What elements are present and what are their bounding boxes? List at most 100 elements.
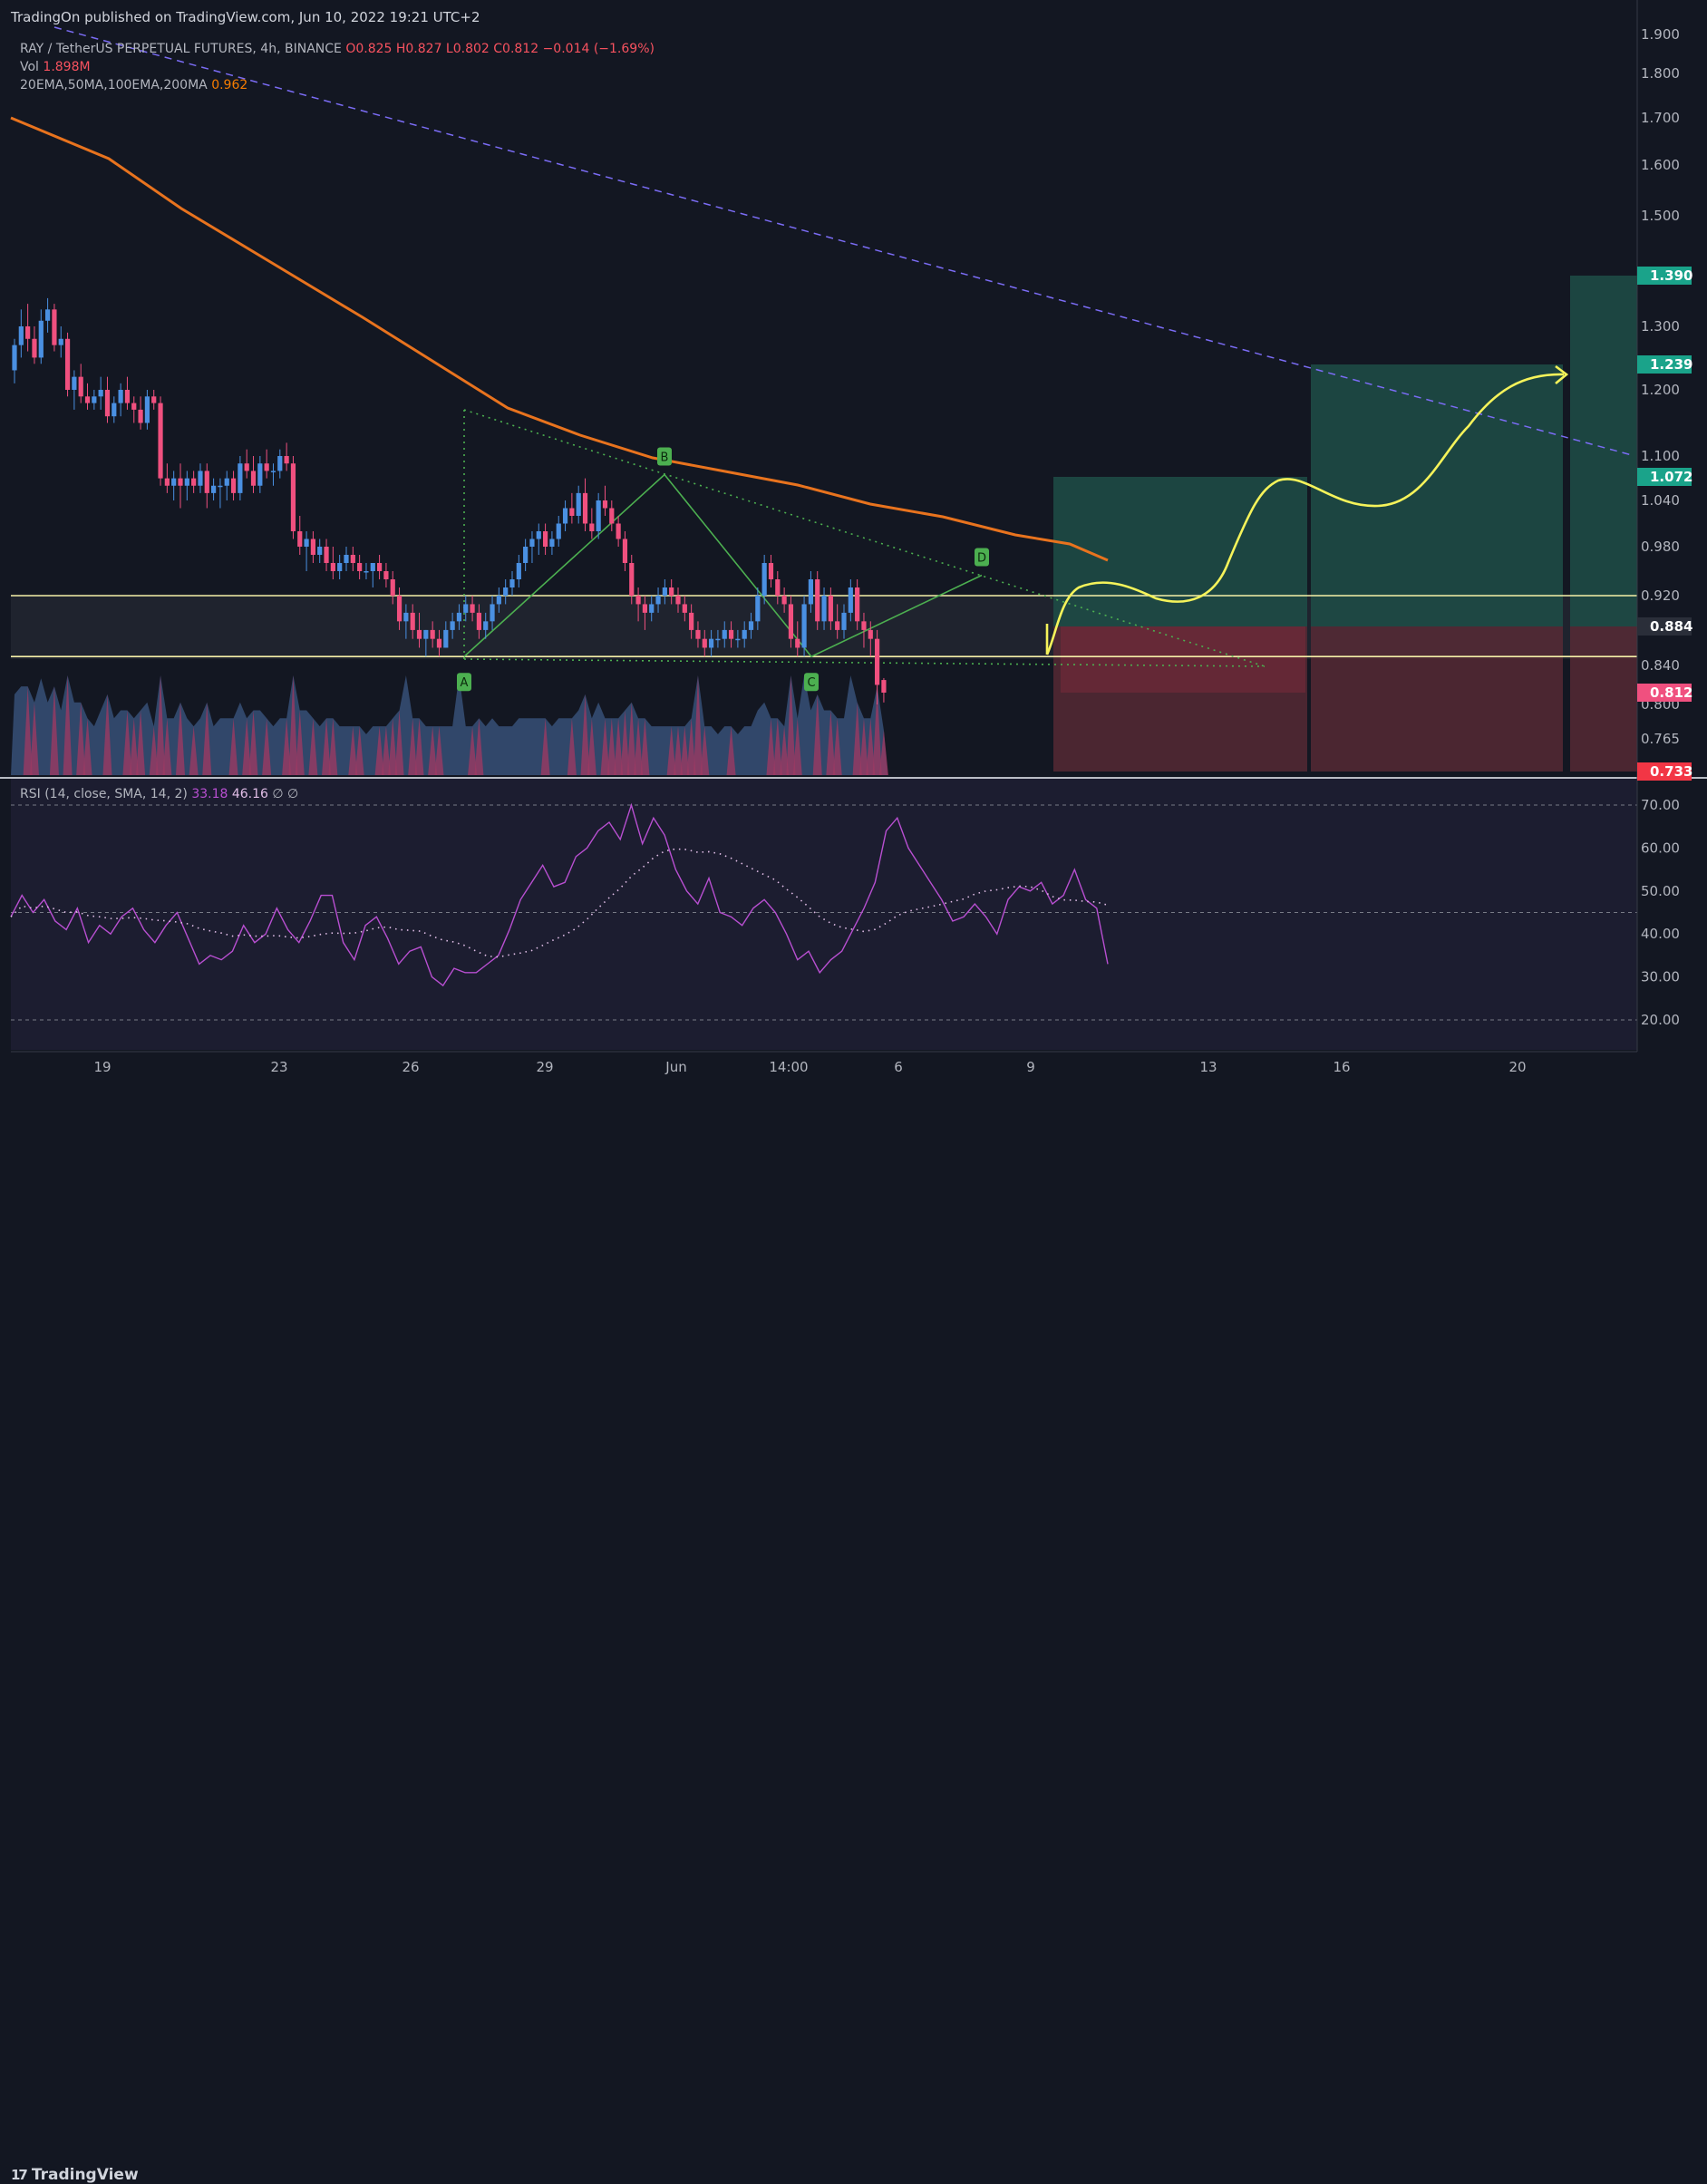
candle-body	[815, 579, 820, 622]
volume-bar	[428, 726, 438, 775]
volume-bar	[354, 726, 364, 775]
candle-body	[596, 500, 601, 531]
ma200-line	[10, 116, 1109, 562]
candle-body	[848, 587, 853, 613]
published-caption: TradingOn published on TradingView.com, …	[11, 9, 480, 25]
candle-body	[516, 563, 521, 579]
pattern-point-a-badge	[457, 673, 471, 692]
price-badge-label: 0.884	[1650, 618, 1692, 635]
volume-bar	[587, 718, 596, 775]
candle-body	[529, 539, 535, 547]
rsi-tick: 70.00	[1641, 797, 1680, 813]
volume-bar	[262, 718, 272, 775]
volume-bar	[666, 726, 676, 775]
rsi-line	[10, 802, 1109, 987]
price-tick: 1.900	[1641, 26, 1680, 43]
volume-bar	[693, 675, 703, 775]
rsi-tick: 60.00	[1641, 840, 1680, 856]
volume-bar	[700, 726, 710, 775]
candle-body	[12, 345, 17, 371]
candle-body	[582, 492, 588, 524]
candle-body	[416, 629, 422, 639]
candle-body	[456, 612, 462, 622]
candle-body	[58, 338, 63, 345]
ma-label[interactable]: 20EMA,50MA,100EMA,200MA	[20, 78, 208, 92]
candle-body	[158, 403, 163, 479]
candle-body	[755, 596, 761, 622]
volume-bar	[540, 718, 550, 775]
candle-body	[503, 587, 509, 596]
time-axis: 19 23 26 29 Jun 14:00 6 9 13 16 20	[11, 1051, 1637, 1075]
candle-body	[576, 492, 581, 516]
price-chart[interactable]: A B C D 1.900 1.800 1.700 1.600 1.500 1.300 1.200…	[0, 0, 1707, 1081]
target-zone-1	[1053, 477, 1307, 626]
volume-bar	[308, 718, 318, 775]
symbol-label[interactable]: RAY / TetherUS PERPETUAL FUTURES, 4h, BI…	[20, 42, 342, 56]
candle-body	[675, 596, 681, 605]
price-badge-last	[1637, 684, 1692, 702]
candle-body	[18, 326, 24, 345]
volume-histogram	[11, 675, 888, 775]
volume-bar	[772, 718, 782, 775]
rsi-label[interactable]: RSI (14, close, SMA, 14, 2)	[20, 787, 188, 801]
rsi-value: 33.18	[191, 787, 228, 801]
volume-bar	[82, 718, 92, 775]
tradingview-logo[interactable]: 17 TradingView	[11, 2166, 139, 2184]
legend-ma-row: 20EMA,50MA,100EMA,200MA 0.962	[20, 76, 655, 94]
price-badge-label: 0.812	[1650, 684, 1692, 701]
price-tick: 1.040	[1641, 492, 1680, 509]
rsi-tick: 40.00	[1641, 926, 1680, 942]
candle-body	[821, 596, 827, 622]
descending-trendline	[53, 26, 1633, 456]
candle-body	[350, 555, 355, 563]
time-tick: 6	[894, 1059, 903, 1075]
candle-body	[370, 563, 375, 571]
volume-bar	[156, 675, 166, 775]
volume-bar	[680, 726, 690, 775]
volume-bar	[388, 718, 398, 775]
candle-body	[84, 396, 91, 403]
rsi-pane	[0, 777, 1707, 1050]
candle-body	[669, 587, 674, 596]
candle-body	[855, 587, 860, 622]
volume-bar	[374, 726, 384, 775]
candle-body	[436, 638, 442, 648]
volume-bar	[474, 718, 484, 775]
volume-bar	[434, 726, 444, 775]
volume-bar	[567, 718, 577, 775]
volume-bar	[766, 718, 776, 775]
tv-logo-icon: 17	[11, 2167, 28, 2183]
volume-bar	[202, 702, 212, 775]
candle-body	[835, 621, 840, 630]
stop-zone-2	[1311, 626, 1563, 772]
candle-body	[45, 309, 51, 321]
candle-body	[556, 523, 561, 539]
rsi-sma-value: 46.16	[231, 787, 268, 801]
volume-label[interactable]: Vol	[20, 60, 39, 74]
volume-bar	[580, 694, 590, 775]
candle-body	[317, 547, 323, 555]
rsi-tick: 50.00	[1641, 883, 1680, 899]
candle-body	[788, 604, 794, 639]
candle-body	[124, 390, 131, 403]
volume-bar	[189, 726, 199, 775]
price-tick: 1.100	[1641, 448, 1680, 464]
candle-body	[383, 571, 389, 579]
time-tick: 26	[402, 1059, 419, 1075]
candle-body	[562, 508, 568, 524]
publication-bar: TradingOn published on TradingView.com, …	[0, 0, 1707, 34]
candle-body	[602, 500, 608, 509]
volume-bar	[149, 726, 159, 775]
entry-stop-box	[1061, 626, 1305, 693]
candle-body	[543, 531, 548, 547]
volume-bar	[394, 710, 404, 775]
candle-body	[423, 629, 429, 639]
candle-body	[178, 478, 183, 486]
candle-body	[496, 596, 501, 605]
price-badge-label: 1.390	[1650, 267, 1692, 284]
candle-body	[297, 531, 303, 547]
price-axis: 1.900 1.800 1.700 1.600 1.500 1.300 1.200 1.100…	[1636, 0, 1692, 1052]
volume-bar	[129, 718, 139, 775]
candle-body	[396, 596, 403, 622]
candle-body	[171, 478, 177, 486]
